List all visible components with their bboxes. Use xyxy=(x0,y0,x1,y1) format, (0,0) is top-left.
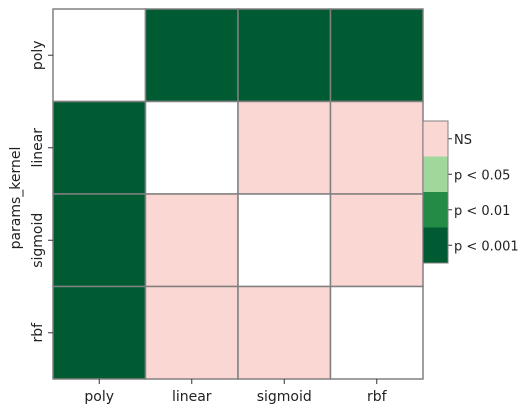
y-axis-label: params_kernel xyxy=(8,147,24,250)
legend-label: p < 0.001 xyxy=(454,239,519,254)
heatmap-cells xyxy=(52,8,424,380)
heatmap-cell-linear-sigmoid xyxy=(237,100,332,195)
heatmap-cell-sigmoid-sigmoid xyxy=(237,193,332,288)
heatmap-cell-sigmoid-poly xyxy=(52,193,147,288)
x-tick-label-linear: linear xyxy=(172,389,212,405)
y-tick-labels: poly linear sigmoid rbf xyxy=(30,40,53,343)
legend-swatch xyxy=(423,156,448,192)
y-tick-label-sigmoid: sigmoid xyxy=(30,213,46,268)
heatmap-cell-linear-rbf xyxy=(329,100,424,195)
heatmap-cell-linear-poly xyxy=(52,100,147,195)
y-tick-label-rbf: rbf xyxy=(30,322,46,343)
heatmap-cell-sigmoid-linear xyxy=(144,193,239,288)
heatmap-cell-poly-poly xyxy=(52,8,147,103)
x-tick-label-poly: poly xyxy=(84,389,114,405)
heatmap-cell-rbf-sigmoid xyxy=(237,285,332,380)
heatmap-cell-poly-linear xyxy=(144,8,239,103)
heatmap-cell-sigmoid-rbf xyxy=(329,193,424,288)
heatmap-cell-rbf-poly xyxy=(52,285,147,380)
heatmap-cell-rbf-rbf xyxy=(329,285,424,380)
legend-swatch xyxy=(423,192,448,228)
legend-swatch xyxy=(423,121,448,157)
heatmap-cell-rbf-linear xyxy=(144,285,239,380)
heatmap-cell-poly-rbf xyxy=(329,8,424,103)
heatmap-cell-poly-sigmoid xyxy=(237,8,332,103)
x-tick-labels: poly linear sigmoid rbf xyxy=(84,379,388,405)
heatmap-cell-linear-linear xyxy=(144,100,239,195)
legend-swatch xyxy=(423,227,448,263)
x-tick-label-sigmoid: sigmoid xyxy=(257,389,312,405)
legend-label: NS xyxy=(454,133,472,148)
y-tick-label-poly: poly xyxy=(30,40,46,70)
x-tick-label-rbf: rbf xyxy=(367,389,388,405)
y-tick-label-linear: linear xyxy=(30,128,46,168)
legend: NS p < 0.05 p < 0.01 p < 0.001 xyxy=(422,120,519,264)
legend-label: p < 0.05 xyxy=(454,168,510,183)
legend-label: p < 0.01 xyxy=(454,204,510,219)
legend-border xyxy=(422,120,449,264)
